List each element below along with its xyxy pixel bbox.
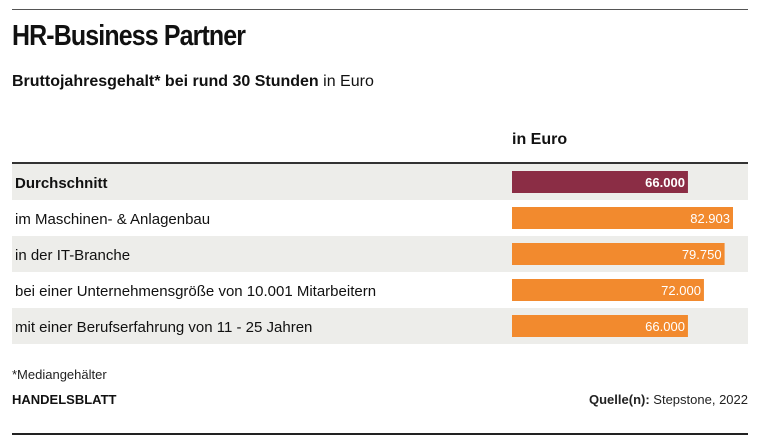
value-label: 66.000: [645, 319, 685, 334]
value-label: 82.903: [690, 211, 730, 226]
column-header: in Euro: [512, 131, 568, 148]
subtitle-unit: in Euro: [323, 73, 374, 90]
chart-subtitle: Bruttojahresgehalt* bei rund 30 Stunden …: [12, 73, 374, 91]
top-rule: [12, 9, 748, 10]
value-label: 79.750: [682, 247, 722, 262]
source-credit: Quelle(n): Stepstone, 2022: [589, 392, 748, 407]
category-label: bei einer Unternehmensgröße von 10.001 M…: [15, 283, 376, 300]
category-label: mit einer Berufserfahrung von 11 - 25 Ja…: [15, 319, 312, 336]
bottom-rule: [12, 433, 748, 435]
bar: [512, 207, 733, 229]
value-label: 66.000: [645, 175, 685, 190]
bar: [512, 315, 688, 337]
category-label: Durchschnitt: [15, 175, 108, 192]
category-label: in der IT-Branche: [15, 247, 130, 264]
bar: [512, 171, 688, 193]
bar-chart: Durchschnitt 66.000 im Maschinen- & Anlage…: [12, 164, 748, 344]
category-label: im Maschinen- & Anlagenbau: [15, 211, 210, 228]
subtitle-bold: Bruttojahresgehalt* bei rund 30 Stunden: [12, 73, 319, 90]
bar: [512, 243, 725, 265]
value-label: 72.000: [661, 283, 701, 298]
brand-name: HANDELSBLATT: [12, 392, 117, 407]
bar: [512, 279, 704, 301]
chart-title: HR-Business Partner: [12, 20, 246, 52]
source-label: Quelle(n):: [589, 392, 650, 407]
header-rule: [12, 162, 748, 164]
footnote: *Mediangehälter: [12, 367, 107, 382]
source-text: Stepstone, 2022: [653, 392, 748, 407]
